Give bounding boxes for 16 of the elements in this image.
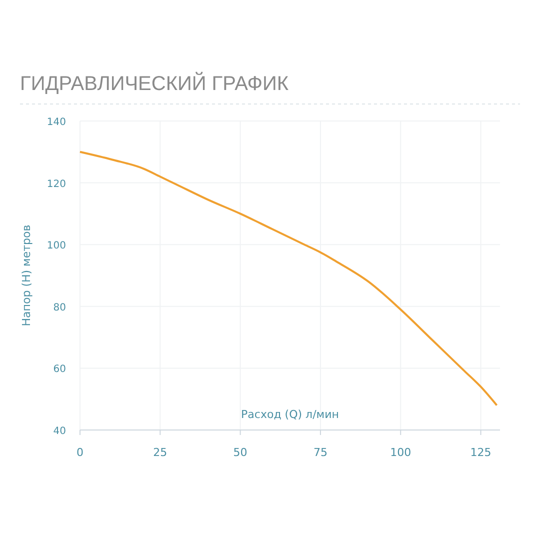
- x-tick-label: 125: [470, 446, 492, 459]
- y-tick-label: 100: [46, 240, 66, 252]
- y-tick-label: 140: [46, 117, 66, 128]
- x-tick-label: 75: [313, 446, 328, 459]
- y-tick-label: 120: [46, 178, 66, 190]
- y-tick-label: 60: [53, 364, 66, 376]
- x-tick-label: 100: [390, 446, 412, 459]
- x-tick-label: 25: [153, 446, 168, 459]
- x-axis-title: Расход (Q) л/мин: [241, 408, 339, 421]
- y-axis-title: Напор (Н) метров: [20, 224, 33, 326]
- y-tick-label: 40: [53, 426, 66, 437]
- x-tick-label: 0: [76, 446, 84, 459]
- chart-title: ГИДРАВЛИЧЕСКИЙ ГРАФИК: [20, 71, 289, 95]
- x-tick-label: 50: [233, 446, 248, 459]
- y-tick-label: 80: [53, 302, 66, 314]
- line-series: [79, 150, 498, 406]
